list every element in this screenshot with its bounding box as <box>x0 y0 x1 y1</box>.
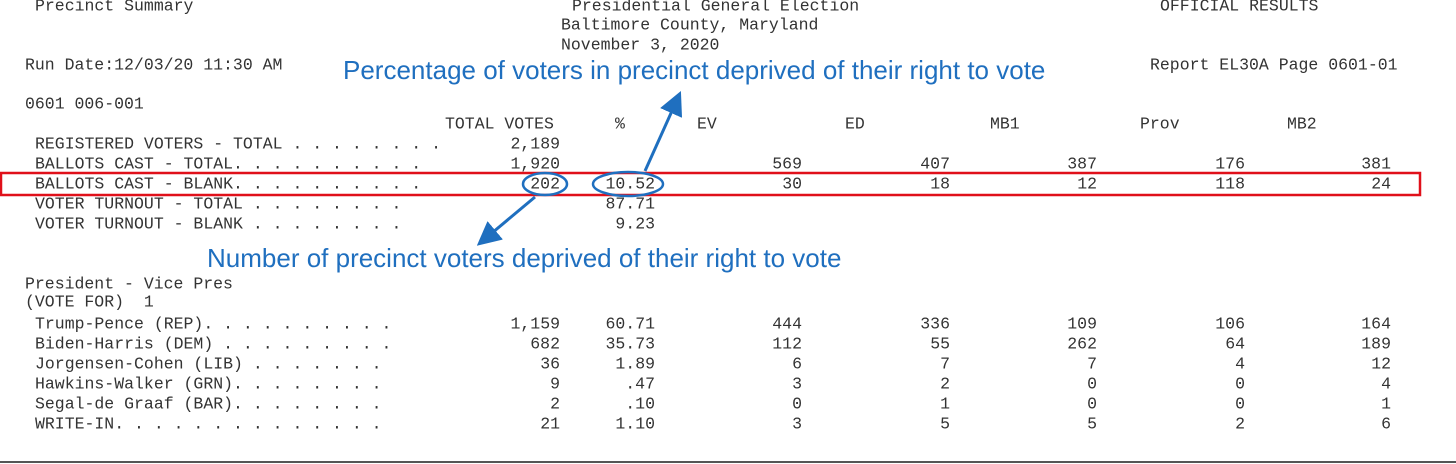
cell-value: 3 <box>792 414 802 433</box>
cell-value: 4 <box>1235 354 1245 373</box>
cell-value: 18 <box>930 174 950 193</box>
row-label: BALLOTS CAST - TOTAL. . . . . . . . . . <box>35 154 421 173</box>
cell-value: .47 <box>625 374 655 393</box>
cell-value: 12 <box>1371 354 1391 373</box>
arrow <box>643 91 683 172</box>
cell-value: 0 <box>792 394 802 413</box>
column-header: Prov <box>1140 114 1180 133</box>
report-type: Precinct Summary <box>35 0 194 15</box>
highlight-circle <box>521 171 569 197</box>
column-header: EV <box>697 114 717 133</box>
cell-value: 5 <box>1087 414 1097 433</box>
cell-value: 64 <box>1225 334 1245 353</box>
row-label: Hawkins-Walker (GRN). . . . . . . . <box>35 374 382 393</box>
cell-value: 176 <box>1215 154 1245 173</box>
cell-value: 407 <box>920 154 950 173</box>
annotation: Percentage of voters in precinct deprive… <box>343 55 1045 85</box>
cell-value: 2 <box>940 374 950 393</box>
contest-title: President - Vice Pres <box>25 274 233 293</box>
annotation: Number of precinct voters deprived of th… <box>207 243 841 273</box>
cell-value: 1,159 <box>510 314 560 333</box>
cell-value: 9 <box>550 374 560 393</box>
cell-value: 21 <box>540 414 560 433</box>
cell-value: 0 <box>1087 394 1097 413</box>
cell-value: 262 <box>1067 334 1097 353</box>
cell-value: 7 <box>1087 354 1097 373</box>
cell-value: 6 <box>1381 414 1391 433</box>
cell-value: 55 <box>930 334 950 353</box>
cell-value: 24 <box>1371 174 1391 193</box>
cell-value: 30 <box>782 174 802 193</box>
cell-value: 0 <box>1235 374 1245 393</box>
cell-value: 444 <box>772 314 802 333</box>
cell-value: 36 <box>540 354 560 373</box>
cell-value: .10 <box>625 394 655 413</box>
cell-value: 569 <box>772 154 802 173</box>
cell-value: 164 <box>1361 314 1391 333</box>
official-label: OFFICIAL RESULTS <box>1160 0 1319 15</box>
cell-value: 106 <box>1215 314 1245 333</box>
column-header: % <box>615 114 625 133</box>
row-label: WRITE-IN. . . . . . . . . . . . . . <box>35 414 382 433</box>
cell-value: 9.23 <box>615 214 655 233</box>
election-title: Presidential General Election <box>572 0 859 15</box>
cell-value: 4 <box>1381 374 1391 393</box>
precinct-id: 0601 006-001 <box>25 94 144 113</box>
cell-value: 87.71 <box>605 194 655 213</box>
row-label: VOTER TURNOUT - BLANK . . . . . . . . <box>35 214 401 233</box>
column-header: ED <box>845 114 865 133</box>
row-label: Trump-Pence (REP). . . . . . . . . . <box>35 314 391 333</box>
row-label: Segal-de Graaf (BAR). . . . . . . . <box>35 394 382 413</box>
cell-value: 10.52 <box>605 174 655 193</box>
cell-value: 0 <box>1087 374 1097 393</box>
report-id: Report EL30A Page 0601-01 <box>1150 55 1398 74</box>
election-date: November 3, 2020 <box>561 35 719 54</box>
cell-value: 112 <box>772 334 802 353</box>
cell-value: 0 <box>1235 394 1245 413</box>
cell-value: 387 <box>1067 154 1097 173</box>
column-header: MB1 <box>990 114 1020 133</box>
cell-value: 60.71 <box>605 314 655 333</box>
cell-value: 12 <box>1077 174 1097 193</box>
cell-value: 2,189 <box>510 134 560 153</box>
arrow <box>476 195 536 246</box>
run-date: Run Date:12/03/20 11:30 AM <box>25 55 282 74</box>
highlight-row <box>0 171 1422 197</box>
column-header: TOTAL VOTES <box>445 114 554 133</box>
cell-value: 381 <box>1361 154 1391 173</box>
cell-value: 1.10 <box>615 414 655 433</box>
cell-value: 6 <box>792 354 802 373</box>
cell-value: 189 <box>1361 334 1391 353</box>
cell-value: 118 <box>1215 174 1245 193</box>
vote-for: (VOTE FOR) 1 <box>25 292 154 311</box>
cell-value: 3 <box>792 374 802 393</box>
cell-value: 2 <box>1235 414 1245 433</box>
row-label: Biden-Harris (DEM) . . . . . . . . . <box>35 334 391 353</box>
cell-value: 682 <box>530 334 560 353</box>
cell-value: 336 <box>920 314 950 333</box>
row-label: BALLOTS CAST - BLANK. . . . . . . . . . <box>35 174 421 193</box>
cell-value: 1.89 <box>615 354 655 373</box>
cell-value: 1 <box>940 394 950 413</box>
cell-value: 5 <box>940 414 950 433</box>
row-label: REGISTERED VOTERS - TOTAL . . . . . . . … <box>35 134 441 153</box>
highlight-circle <box>591 170 665 198</box>
cell-value: 2 <box>550 394 560 413</box>
cell-value: 1 <box>1381 394 1391 413</box>
row-label: VOTER TURNOUT - TOTAL . . . . . . . . <box>35 194 401 213</box>
county: Baltimore County, Maryland <box>561 15 818 34</box>
column-header: MB2 <box>1287 114 1317 133</box>
cell-value: 1,920 <box>510 154 560 173</box>
cell-value: 35.73 <box>605 334 655 353</box>
row-label: Jorgensen-Cohen (LIB) . . . . . . . <box>35 354 382 373</box>
cell-value: 109 <box>1067 314 1097 333</box>
cell-value: 202 <box>530 174 560 193</box>
cell-value: 7 <box>940 354 950 373</box>
